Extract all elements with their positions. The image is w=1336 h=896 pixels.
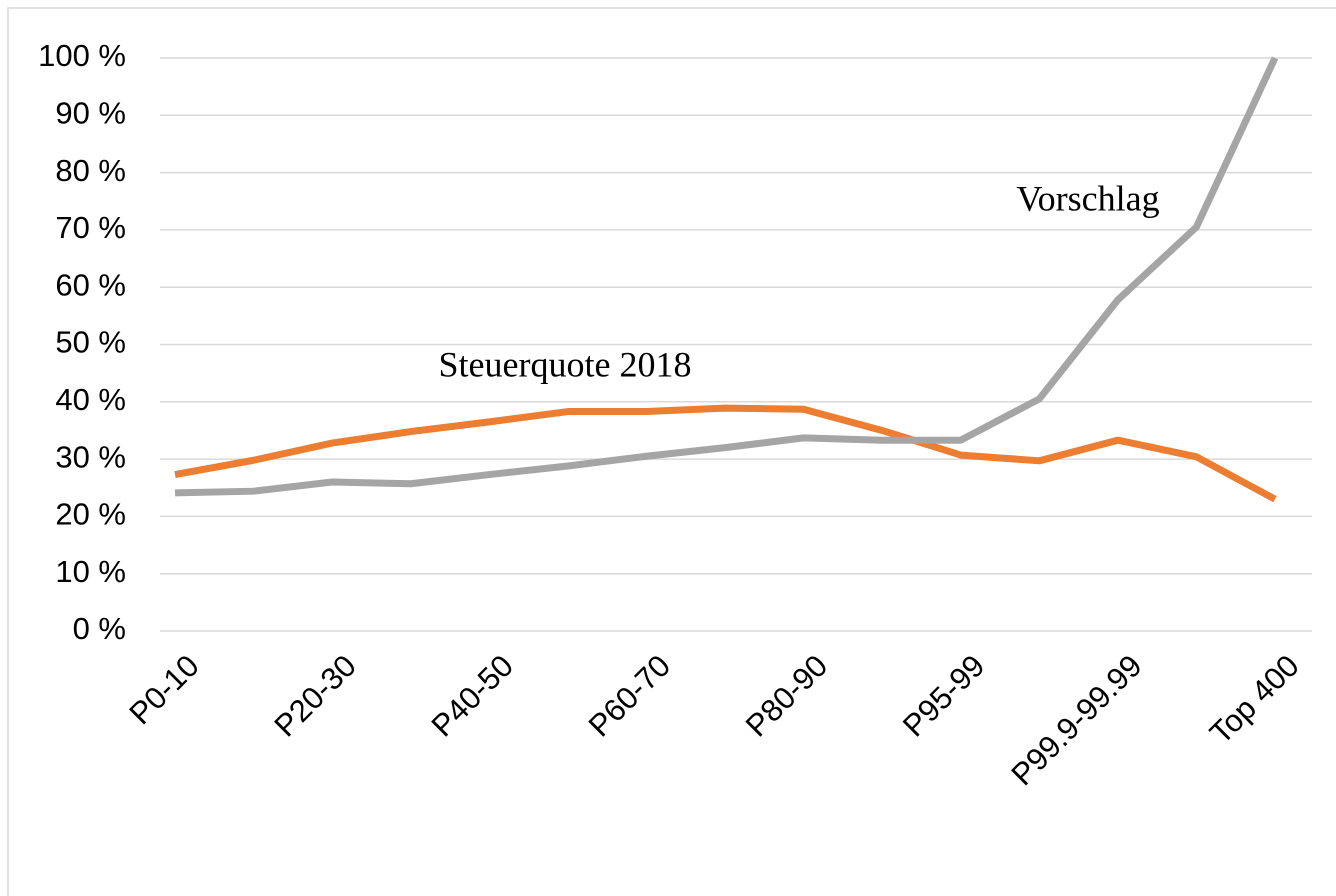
x-tick-label: Top 400 — [1203, 648, 1306, 751]
y-tick-label: 40 % — [55, 382, 126, 417]
chart-frame — [7, 7, 1336, 896]
x-tick-label: P40-50 — [425, 648, 520, 743]
y-tick-label: 80 % — [55, 153, 126, 188]
x-tick-label: P0-10 — [122, 648, 205, 731]
x-tick-label: P20-30 — [267, 648, 362, 743]
y-tick-label: 50 % — [55, 325, 126, 360]
y-tick-label: 90 % — [55, 95, 126, 130]
series-label: Steuerquote 2018 — [439, 344, 692, 384]
y-tick-label: 10 % — [55, 554, 126, 589]
y-tick-label: 70 % — [55, 210, 126, 245]
x-tick-label: P80-90 — [739, 648, 834, 743]
y-tick-label: 60 % — [55, 267, 126, 302]
y-tick-label: 20 % — [55, 497, 126, 532]
y-tick-label: 0 % — [73, 611, 126, 646]
series-line — [174, 56, 1279, 497]
series-line — [174, 404, 1277, 503]
y-tick-label: 30 % — [55, 439, 126, 474]
y-tick-label: 100 % — [38, 38, 126, 73]
x-tick-label: P99.9-99.99 — [1004, 648, 1148, 792]
x-tick-label: P60-70 — [582, 648, 677, 743]
x-tick-label: P95-99 — [896, 648, 991, 743]
series-label: Vorschlag — [1016, 178, 1159, 218]
